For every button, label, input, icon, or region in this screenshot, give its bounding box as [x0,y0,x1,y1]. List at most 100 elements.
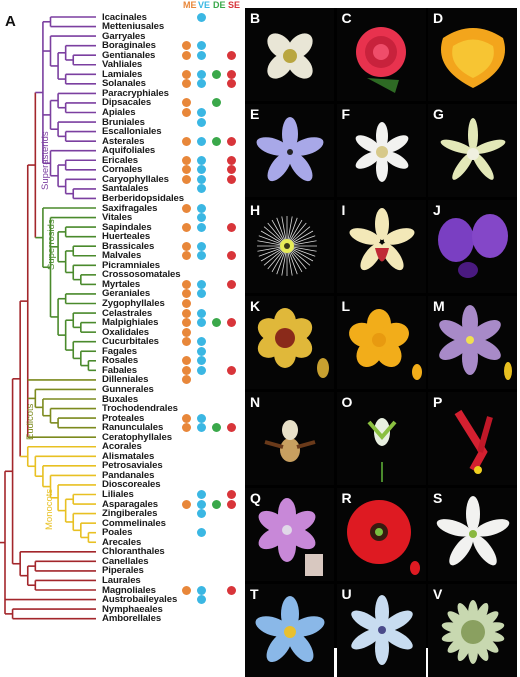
white-star-flower-image [355,122,408,182]
order-label: Ceratophyllales [102,431,172,443]
mark-se [226,251,236,261]
fringed-white-flower-image [257,216,317,276]
green-protea-like-flower-image [441,600,505,664]
mark-se [226,423,236,433]
order-label: Trochodendrales [102,403,178,415]
mark-se [226,222,236,232]
mark-ve [196,184,206,194]
mark-me [181,241,191,251]
mark-me [181,279,191,289]
mark-ve [196,69,206,79]
mark-me [181,41,191,51]
photo-panel-label: J [433,202,441,218]
yellow-orchid-image [349,208,414,271]
mark-ve [196,279,206,289]
mark-ve [196,509,206,519]
mark-me [181,174,191,184]
mark-ve [196,251,206,261]
order-label: Berberidopsidales [102,192,185,204]
mark-ve [196,289,206,299]
mark-me [181,136,191,146]
mark-ve [196,337,206,347]
photo-panel-label: C [341,10,352,26]
order-label: Apiales [102,107,136,118]
photo-panel-label: G [433,106,444,122]
mark-me [181,423,191,433]
photo-panel-label: T [250,586,259,602]
column-header-se: SE [228,0,241,10]
photo-panel-label: K [250,298,261,314]
order-label: Dipsacales [102,97,152,109]
photo-panel-u: U [336,584,426,677]
order-label: Oxalidales [102,326,149,338]
mark-me [181,108,191,117]
mark-me [181,155,191,165]
orange-poppy-image [441,28,505,88]
mark-me [181,98,191,108]
mark-de [211,318,221,328]
mark-me [181,365,191,375]
mark-ve [196,136,206,146]
mark-ve [196,222,206,232]
photo-panel-t: T [245,584,334,677]
phylogenetic-tree: Superasterids Superrosids Eudicots Monocots [0,16,96,620]
mark-ve [196,423,206,433]
order-label: Vahliales [102,59,143,71]
white-spotted-star-flower-image [436,496,510,566]
photo-panel-label: M [433,298,445,314]
photo-panel-label: V [433,586,443,602]
mark-ve [196,165,206,175]
mark-se [226,365,236,375]
order-label: Gentianales [102,49,156,61]
photo-panel-label: O [341,394,353,410]
clade-label-monocots: Monocots [44,489,55,530]
mark-se [226,585,236,595]
photo-panel-s: S [428,488,517,581]
mark-se [226,279,236,289]
mark-ve [196,79,206,89]
photo-panel-label: E [250,106,260,122]
photo-panel-b: B [245,8,334,101]
mark-se [226,50,236,60]
order-label: Myrtales [102,278,141,290]
mark-se [226,174,236,184]
pink-lily-image [258,498,323,576]
order-label: Picramniales [102,259,160,271]
photo-panel-label: F [341,106,351,122]
order-label: Malpighiales [102,317,159,329]
photo-panel-label: L [341,298,351,314]
order-label: Cucurbitales [102,336,159,348]
photo-panel-label: R [341,490,352,506]
order-label: Ericales [102,154,139,166]
order-label: Cornales [102,164,143,176]
order-label: Fagales [102,345,138,357]
photo-panel-k: K [245,296,334,389]
lilac-star-flower-image [256,117,324,182]
order-label: Fabales [102,364,138,376]
order-label: Acorales [102,441,142,453]
clade-label-superrosids: Superrosids [46,219,57,270]
mark-se [226,490,236,499]
mark-me [181,499,191,509]
mark-se [226,499,236,509]
column-header-ve: VE [198,0,211,10]
photo-panel-r: R [336,488,426,581]
mark-ve [196,308,206,318]
mark-ve [196,595,206,605]
mark-ve [196,155,206,165]
mark-se [226,79,236,89]
photo-panel-e: E [245,104,334,197]
mark-de [211,69,221,79]
panel-a-label: A [5,13,16,30]
mark-me [181,337,191,347]
pale-orchid-like-flower-image [440,118,506,180]
order-label: Amborellales [102,613,162,625]
purple-lily-flower-image [439,305,512,380]
mark-ve [196,213,206,223]
mark-me [181,165,191,175]
mark-me [181,69,191,79]
mark-ve [196,41,206,51]
mark-ve [196,203,206,213]
order-label: Magnoliales [102,584,156,596]
mark-me [181,585,191,595]
